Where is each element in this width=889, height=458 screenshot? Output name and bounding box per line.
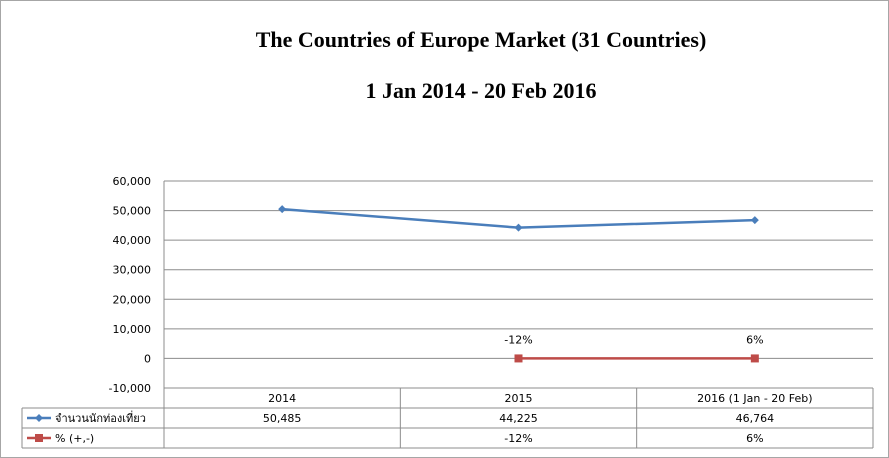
category-label: 2014 bbox=[268, 392, 296, 405]
y-tick-label: 0 bbox=[144, 352, 151, 365]
legend-series-name: % (+,-) bbox=[55, 432, 94, 445]
legend-key-marker bbox=[35, 434, 43, 442]
data-point-marker bbox=[750, 354, 759, 363]
category-label: 2015 bbox=[505, 392, 533, 405]
y-tick-label: 50,000 bbox=[113, 205, 152, 218]
data-point-marker bbox=[750, 216, 759, 225]
table-cell-value: 50,485 bbox=[263, 412, 302, 425]
table-cell-value: 44,225 bbox=[499, 412, 538, 425]
y-tick-label: -10,000 bbox=[109, 382, 151, 395]
data-point-marker bbox=[278, 205, 287, 214]
y-tick-label: 40,000 bbox=[113, 234, 152, 247]
category-label: 2016 (1 Jan - 20 Feb) bbox=[697, 392, 812, 405]
data-point-marker bbox=[514, 223, 523, 232]
legend-key-marker bbox=[35, 414, 43, 422]
chart-subtitle: 1 Jan 2014 - 20 Feb 2016 bbox=[365, 78, 597, 103]
table-cell-value: 6% bbox=[746, 432, 763, 445]
data-label: 6% bbox=[746, 333, 763, 346]
legend-series-name: จำนวนนักท่องเที่ยว bbox=[55, 410, 146, 425]
data-label: -12% bbox=[504, 333, 532, 346]
data-point-marker bbox=[514, 354, 523, 363]
y-tick-label: 20,000 bbox=[113, 293, 152, 306]
table-cell-value: -12% bbox=[504, 432, 532, 445]
y-tick-label: 60,000 bbox=[113, 175, 152, 188]
y-tick-label: 10,000 bbox=[113, 323, 152, 336]
table-cell-value: 46,764 bbox=[736, 412, 775, 425]
chart-title: The Countries of Europe Market (31 Count… bbox=[255, 27, 707, 52]
y-tick-label: 30,000 bbox=[113, 264, 152, 277]
